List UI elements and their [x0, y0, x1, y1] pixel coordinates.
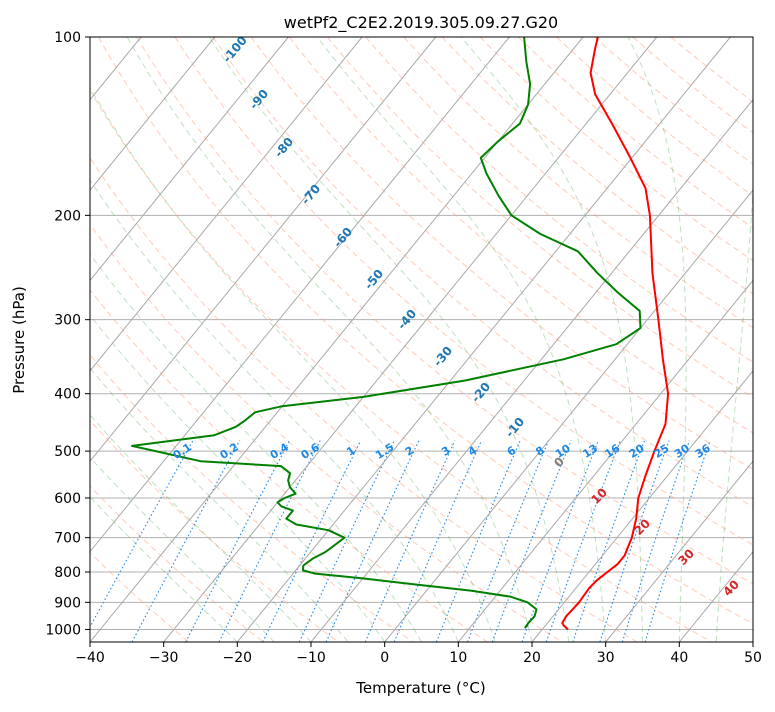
mixing-ratio-label: 1.5 — [373, 441, 396, 463]
isotherm-label: -20 — [469, 380, 494, 406]
y-tick-label: 1000 — [45, 622, 81, 638]
mixing-ratio-label: 20 — [627, 441, 647, 460]
y-tick-label: 800 — [54, 565, 81, 581]
y-tick-label: 900 — [54, 595, 81, 611]
y-tick-label: 200 — [54, 208, 81, 224]
dry-adiabat-line — [366, 37, 775, 642]
isotherm-line — [532, 37, 775, 642]
moist-adiabat-line — [317, 37, 606, 642]
mixing-ratio-line — [573, 441, 645, 642]
mixing-ratio-line — [219, 441, 320, 642]
mixing-ratio-line — [492, 441, 571, 642]
moist-adiabats — [0, 37, 775, 642]
mixing-ratio-line — [132, 441, 240, 642]
dry-adiabat-line — [480, 37, 775, 642]
x-tick-label: 50 — [744, 650, 762, 666]
dry-adiabat-line — [404, 37, 775, 642]
isotherm-label: -90 — [247, 87, 272, 113]
moist-adiabat-line — [716, 37, 756, 642]
x-tick-label: 30 — [597, 650, 615, 666]
x-tick-label: −30 — [149, 650, 179, 666]
dry-adiabat-line — [557, 37, 775, 642]
x-tick-label: 20 — [523, 650, 541, 666]
x-tick-label: 10 — [449, 650, 467, 666]
isotherm-label: -100 — [220, 33, 250, 65]
dry-adiabat-line — [328, 37, 775, 642]
y-tick-label: 100 — [54, 30, 81, 46]
mixing-ratio-label: 36 — [693, 441, 713, 460]
isotherm-label: -30 — [431, 344, 456, 370]
moist-adiabat-line — [753, 37, 775, 642]
y-axis-label: Pressure (hPa) — [10, 286, 28, 394]
dry-adiabat-line — [99, 37, 775, 642]
moist-adiabat-line — [127, 37, 532, 642]
isotherm-label: -70 — [299, 182, 324, 208]
mixing-ratio-line — [522, 441, 598, 642]
dry-adiabat-line — [518, 37, 775, 642]
isotherm-line — [753, 37, 775, 642]
y-tick-label: 300 — [54, 313, 81, 329]
dry-adiabat-line — [0, 37, 413, 642]
isotherm-label: -40 — [395, 307, 420, 333]
moist-adiabat-label: 10 — [588, 485, 610, 507]
dry-adiabat-line — [251, 37, 775, 642]
isotherm-line — [0, 37, 288, 642]
isotherms — [0, 37, 775, 642]
isotherm-line — [0, 37, 436, 642]
mixing-ratio-line — [394, 441, 481, 642]
moist-adiabat-line — [0, 37, 274, 642]
y-tick-label: 700 — [54, 531, 81, 547]
dewpoint-profile-line — [132, 37, 641, 628]
isotherm-line — [0, 37, 362, 642]
dry-adiabat-line — [442, 37, 775, 642]
mixing-ratio-lines — [82, 441, 710, 642]
isotherm-label: -60 — [331, 225, 356, 251]
mixing-ratio-label: 13 — [580, 442, 600, 461]
mixing-ratio-line — [186, 441, 290, 642]
moist-adiabat-line — [0, 37, 237, 642]
profile-series — [132, 37, 668, 629]
x-tick-label: −20 — [223, 650, 253, 666]
moist-adiabat-line — [12, 37, 458, 642]
isotherm-line — [385, 37, 775, 642]
dry-adiabat-line — [0, 37, 562, 642]
dry-adiabats — [0, 37, 775, 642]
isotherm-line — [679, 37, 775, 642]
mixing-ratio-label: 25 — [652, 442, 672, 461]
x-tick-label: −40 — [75, 650, 105, 666]
isotherm-line — [90, 37, 583, 642]
moist-adiabat-label: 40 — [720, 577, 742, 599]
chart-title: wetPf2_C2E2.2019.305.09.27.G20 — [284, 13, 558, 33]
pressure-grid — [90, 37, 753, 629]
isotherm-line — [458, 37, 775, 642]
moist-adiabat-line — [63, 37, 495, 642]
y-tick-label: 500 — [54, 444, 81, 460]
isotherm-label: -50 — [362, 267, 387, 293]
x-tick-label: −10 — [296, 650, 326, 666]
mixing-ratio-label: 0.4 — [268, 440, 292, 462]
x-axis-label: Temperature (°C) — [355, 679, 485, 697]
y-tick-label: 600 — [54, 491, 81, 507]
mixing-ratio-line — [645, 441, 710, 642]
y-tick-label: 400 — [54, 387, 81, 403]
x-tick-label: 0 — [380, 650, 389, 666]
moist-adiabat-label: 20 — [631, 516, 653, 538]
x-tick-label: 40 — [670, 650, 688, 666]
isotherm-line — [0, 37, 215, 642]
moist-adiabat-line — [0, 37, 348, 642]
moist-adiabat-line — [0, 37, 422, 642]
dry-adiabat-line — [0, 37, 189, 642]
mixing-ratio-label: 0.6 — [299, 440, 323, 462]
dry-adiabat-line — [0, 37, 488, 642]
isotherm-label: -80 — [272, 135, 297, 161]
isotherm-line — [237, 37, 730, 642]
mixing-ratio-label: 30 — [672, 441, 692, 460]
